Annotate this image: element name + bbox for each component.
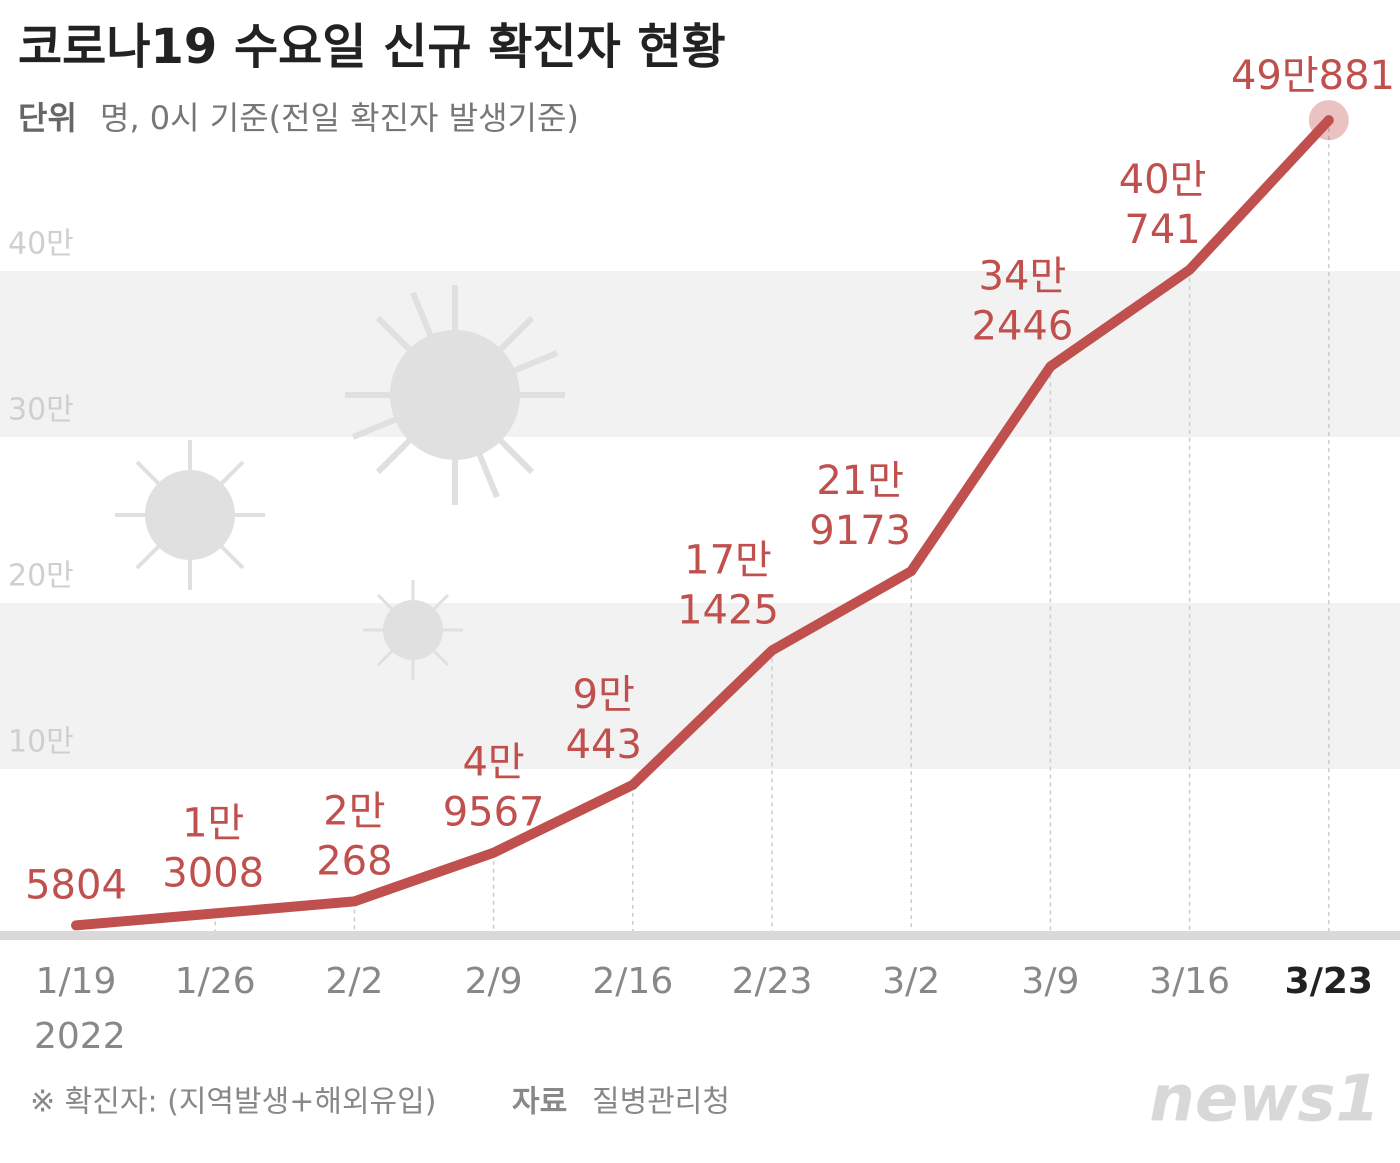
- baseline: [0, 931, 1400, 940]
- grid-band: [0, 271, 1400, 437]
- value-label: 3008: [162, 850, 264, 896]
- x-tick-label: 3/23: [1285, 961, 1373, 1002]
- subtitle: 명, 0시 기준(전일 확진자 발생기준): [100, 99, 579, 137]
- value-label: 4만: [462, 740, 524, 786]
- x-tick-label: 1/26: [175, 961, 256, 1002]
- value-label: 34만: [979, 254, 1067, 300]
- y-tick-label: 20만: [8, 559, 74, 594]
- source-label: 자료: [512, 1085, 567, 1120]
- grid-band: [0, 603, 1400, 769]
- value-label: 9만: [573, 672, 635, 718]
- value-label: 21만: [816, 458, 904, 504]
- value-label: 9567: [443, 790, 545, 836]
- x-tick-label: 3/2: [882, 961, 940, 1002]
- value-label: 9173: [809, 508, 911, 554]
- value-label: 1만: [182, 800, 244, 846]
- grid-bands: [0, 271, 1400, 769]
- value-label: 268: [316, 838, 392, 884]
- x-tick-label: 2/16: [592, 961, 673, 1002]
- value-label: 49만881: [1231, 53, 1395, 99]
- value-label: 443: [566, 722, 642, 768]
- value-label: 2만: [323, 788, 385, 834]
- unit-label: 단위: [18, 99, 77, 137]
- x-tick-label: 2/2: [325, 961, 383, 1002]
- value-label: 2446: [972, 304, 1074, 350]
- y-tick-label: 40만: [8, 227, 74, 262]
- value-label: 17만: [684, 537, 772, 583]
- logo: news1: [1149, 1063, 1380, 1137]
- source: 질병관리청: [592, 1085, 730, 1120]
- x-tick-label: 2/23: [732, 961, 813, 1002]
- chart-title: 코로나19 수요일 신규 확진자 현황: [18, 19, 726, 75]
- value-label: 5804: [25, 862, 127, 908]
- value-label: 40만: [1119, 157, 1207, 203]
- y-tick-label: 10만: [8, 725, 74, 760]
- note: ※ 확진자: (지역발생+해외유입): [30, 1085, 436, 1120]
- x-tick-label: 3/9: [1021, 961, 1079, 1002]
- data-line: [71, 115, 1334, 931]
- year-label: 2022: [34, 1016, 126, 1057]
- x-tick-label: 2/9: [465, 961, 523, 1002]
- value-label: 741: [1124, 207, 1200, 253]
- y-tick-label: 30만: [8, 393, 74, 428]
- x-tick-label: 1/19: [36, 961, 117, 1002]
- x-tick-label: 3/16: [1149, 961, 1230, 1002]
- virus-decoration: [115, 285, 565, 680]
- value-label: 1425: [677, 587, 779, 633]
